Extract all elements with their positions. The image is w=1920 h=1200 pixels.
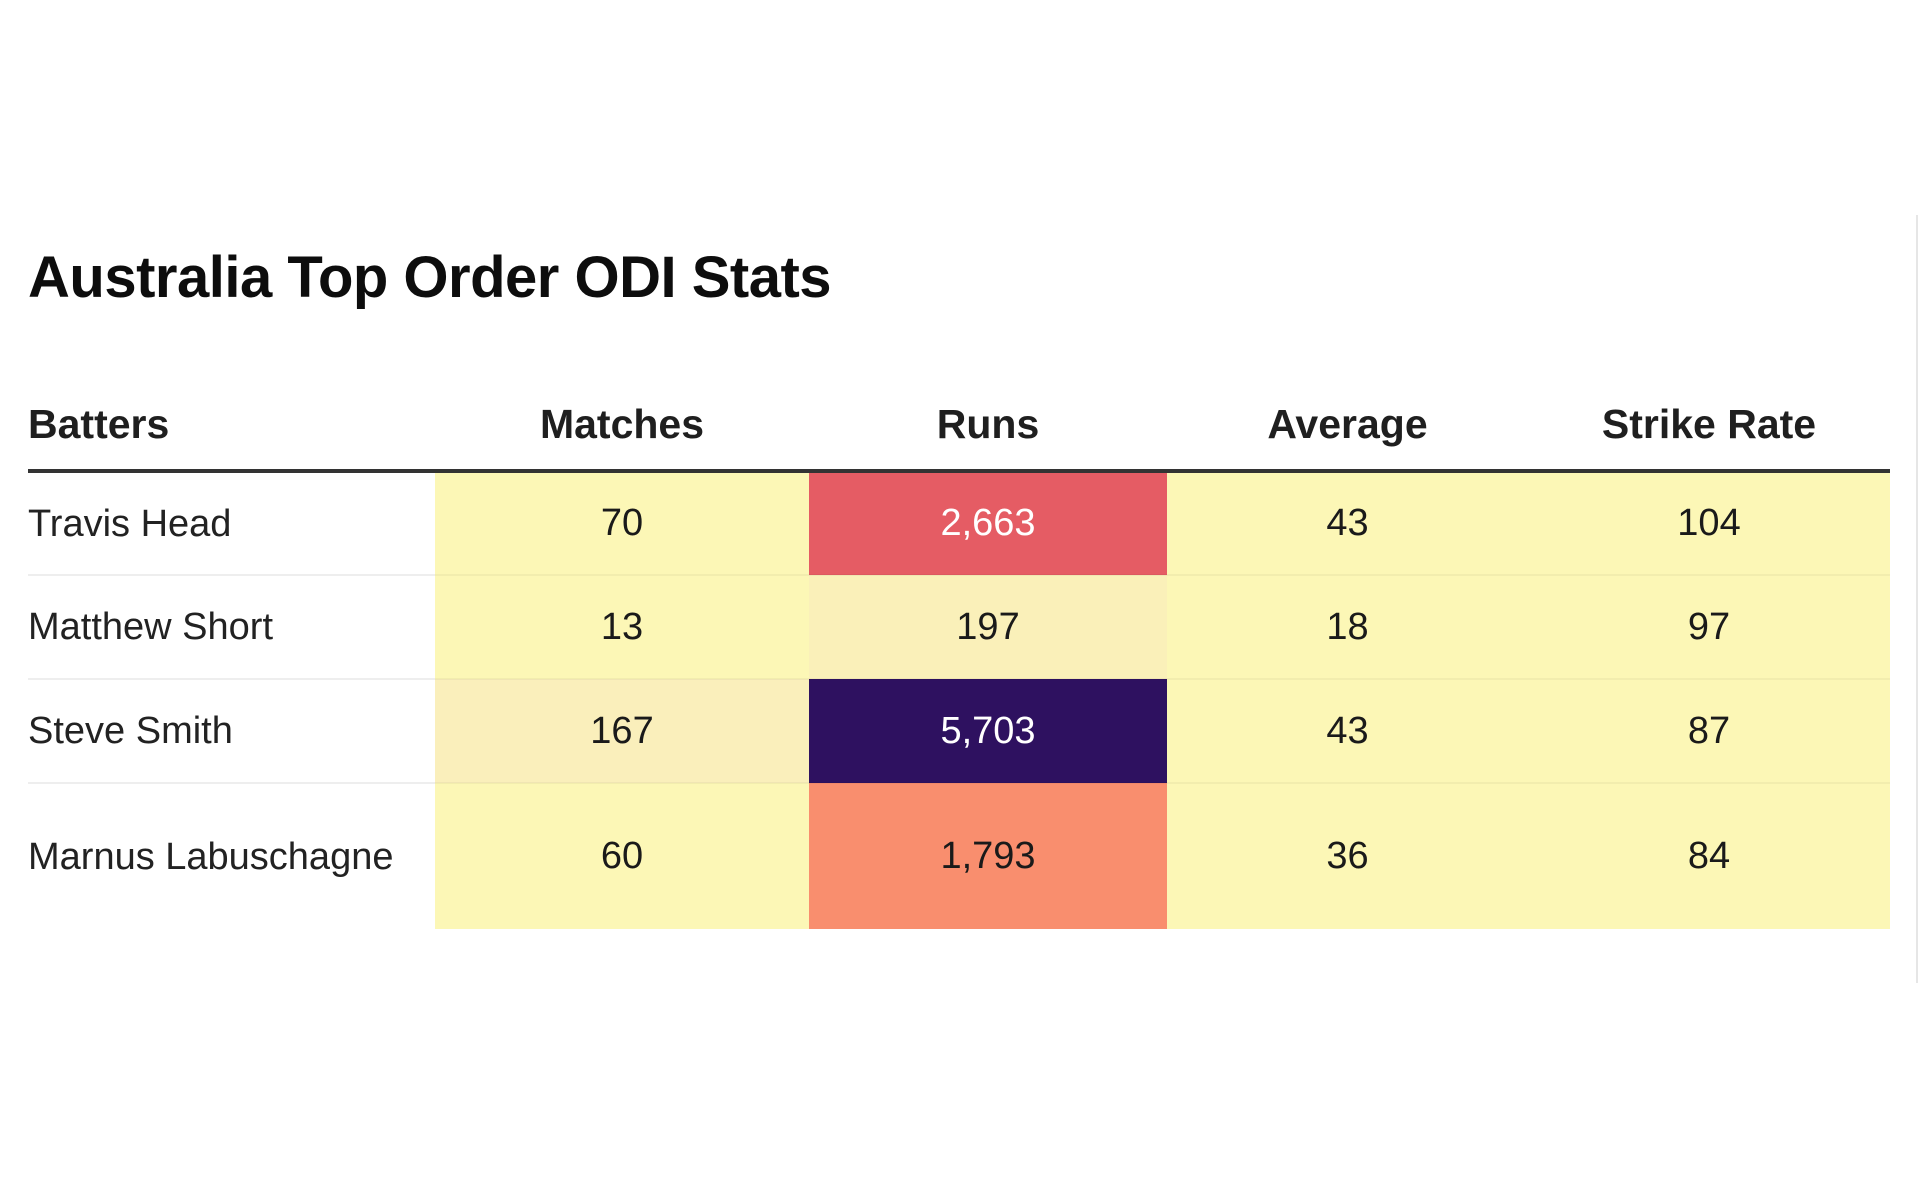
table-row: Travis Head 70 2,663 43 104	[28, 471, 1890, 576]
cell-strike-rate: 97	[1528, 575, 1890, 680]
header-row: Batters Matches Runs Average Strike Rate	[28, 380, 1890, 473]
column-header-runs: Runs	[809, 380, 1167, 473]
table-row: Marnus Labuschagne 60 1,793 36 84	[28, 783, 1890, 929]
cell-runs: 2,663	[809, 471, 1167, 576]
right-edge-divider	[1916, 215, 1918, 983]
cell-average: 43	[1167, 679, 1528, 784]
cell-average: 43	[1167, 471, 1528, 576]
table-row: Steve Smith 167 5,703 43 87	[28, 679, 1890, 784]
cell-average: 36	[1167, 783, 1528, 929]
cell-runs: 5,703	[809, 679, 1167, 784]
column-header-batters: Batters	[28, 380, 435, 473]
cell-batter: Marnus Labuschagne	[28, 835, 394, 878]
cell-runs: 1,793	[809, 783, 1167, 929]
cell-strike-rate: 84	[1528, 783, 1890, 929]
cell-runs: 197	[809, 575, 1167, 680]
column-header-average: Average	[1167, 380, 1528, 473]
column-header-matches: Matches	[435, 380, 809, 473]
cell-strike-rate: 104	[1528, 471, 1890, 576]
cell-batter: Travis Head	[28, 471, 435, 576]
column-header-strike-rate: Strike Rate	[1528, 380, 1890, 473]
cell-batter: Steve Smith	[28, 679, 435, 784]
cell-matches: 60	[435, 783, 809, 929]
cell-matches: 167	[435, 679, 809, 784]
table-row: Matthew Short 13 197 18 97	[28, 575, 1890, 680]
chart-title: Australia Top Order ODI Stats	[28, 245, 832, 310]
cell-batter: Matthew Short	[28, 575, 435, 680]
cell-matches: 70	[435, 471, 809, 576]
cell-strike-rate: 87	[1528, 679, 1890, 784]
stats-table: Batters Matches Runs Average Strike Rate…	[28, 380, 1890, 929]
cell-matches: 13	[435, 575, 809, 680]
cell-average: 18	[1167, 575, 1528, 680]
